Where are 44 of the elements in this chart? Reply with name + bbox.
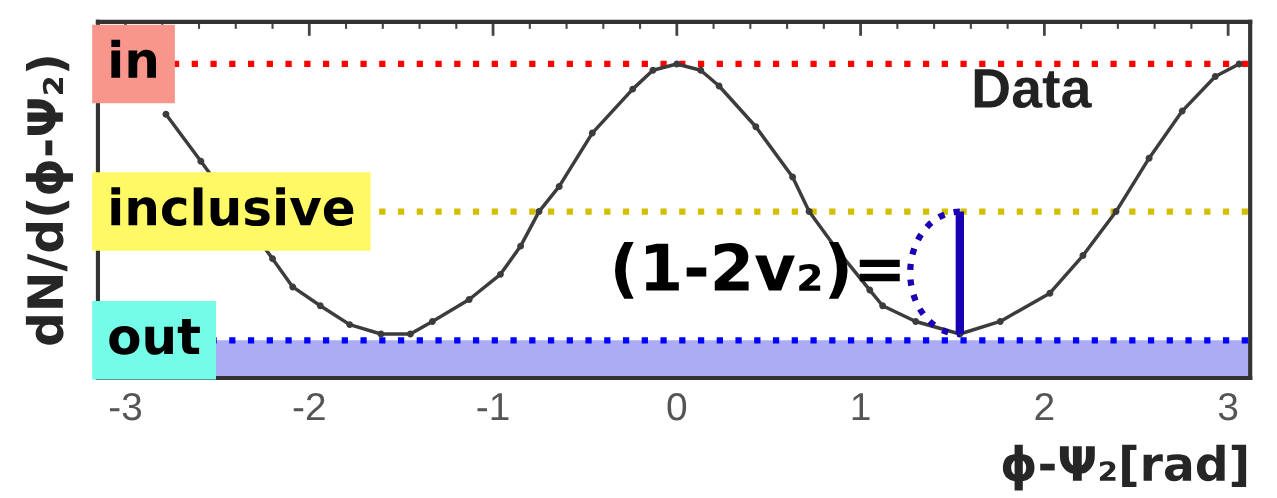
annotation: Data <box>974 69 1092 109</box>
point <box>697 66 705 74</box>
point <box>428 317 436 325</box>
point <box>1046 289 1054 297</box>
point <box>1079 252 1087 259</box>
point <box>517 242 525 250</box>
point <box>535 208 543 216</box>
point <box>629 85 637 93</box>
x-tick-label: 1 <box>852 393 870 421</box>
point <box>673 60 681 68</box>
point <box>1112 208 1120 216</box>
point <box>879 302 887 310</box>
ref-line-label: inclusive <box>111 187 354 227</box>
point <box>496 270 504 278</box>
point <box>1178 107 1186 115</box>
point <box>1235 60 1243 68</box>
point <box>1145 154 1153 162</box>
point <box>555 182 563 190</box>
point <box>789 173 797 181</box>
point <box>996 317 1004 325</box>
x-tick-label: -2 <box>293 392 325 421</box>
point <box>406 330 414 338</box>
ref-line-label: in <box>111 39 156 78</box>
point <box>346 321 354 329</box>
point <box>162 110 170 118</box>
point <box>805 208 813 216</box>
x-axis-title: ϕ-Ψ₂[rad] <box>1002 444 1247 491</box>
x-tick-label: 3 <box>1218 392 1238 421</box>
x-tick-label: 2 <box>1035 392 1054 421</box>
point <box>1211 73 1219 81</box>
point <box>912 317 920 325</box>
point <box>588 129 596 137</box>
point <box>316 302 324 310</box>
point <box>269 255 276 263</box>
x-tick-label: -3 <box>109 392 142 421</box>
point <box>197 157 205 165</box>
point <box>465 296 473 303</box>
y-axis-title: dN/d(ϕ-Ψ₂) <box>25 57 73 345</box>
x-tick-label: -1 <box>477 393 509 421</box>
x-tick-label: 0 <box>667 392 687 421</box>
ref-line-label: out <box>109 318 200 355</box>
point <box>289 283 297 291</box>
point <box>649 66 657 74</box>
point <box>752 123 760 131</box>
